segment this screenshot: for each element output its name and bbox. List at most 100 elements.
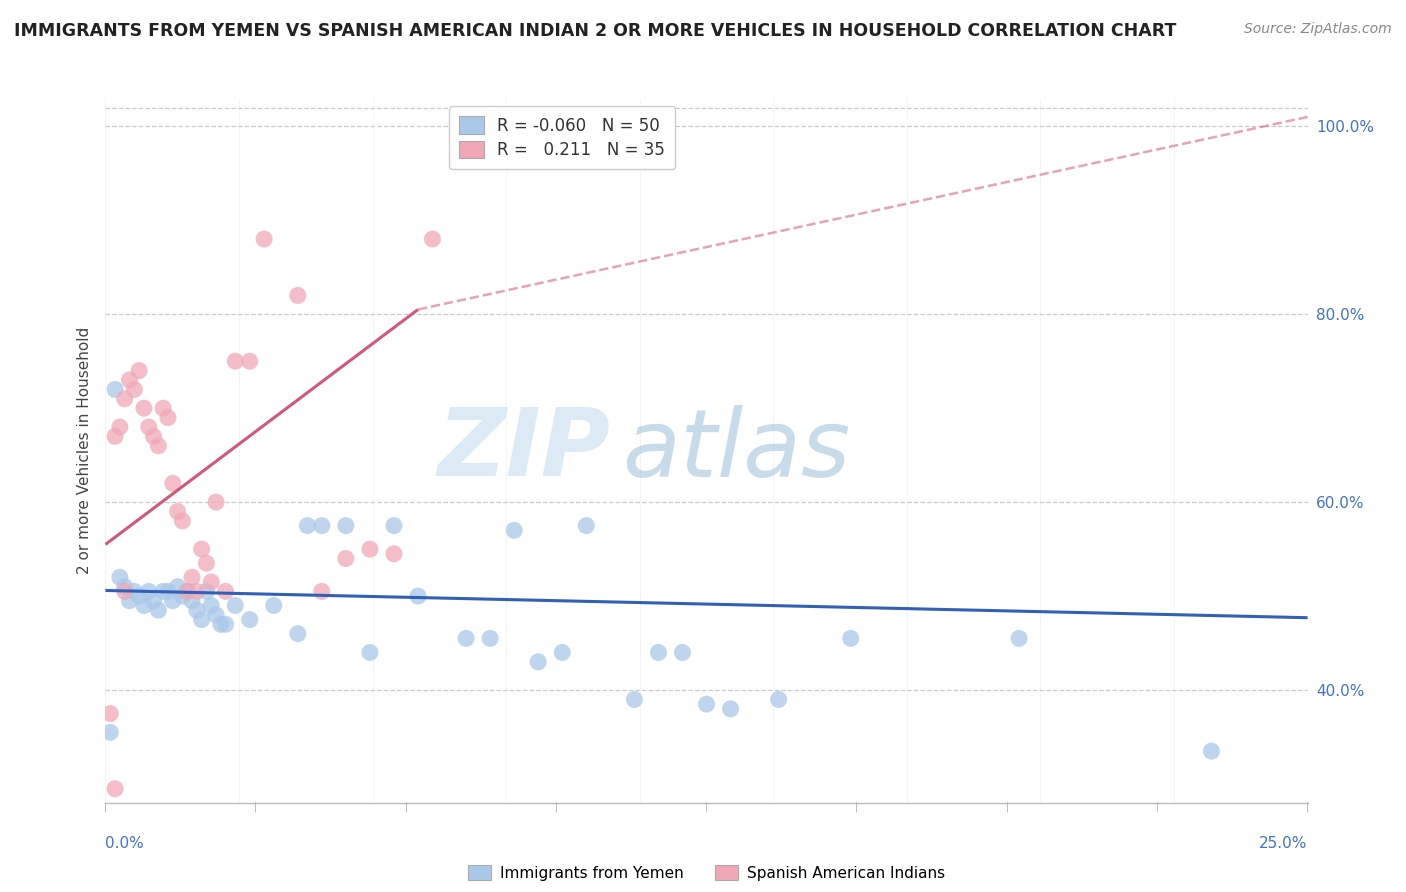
Point	[98, 725, 121, 739]
Text: |: |	[704, 801, 709, 812]
Text: |: |	[405, 801, 408, 812]
Point	[205, 495, 228, 509]
Point	[166, 580, 188, 594]
Point	[335, 518, 357, 533]
Point	[108, 570, 131, 584]
Text: |: |	[104, 801, 107, 812]
Point	[311, 518, 333, 533]
Point	[311, 584, 333, 599]
Point	[181, 570, 204, 584]
Text: ZIP: ZIP	[437, 404, 610, 497]
Point	[162, 594, 184, 608]
Point	[768, 692, 790, 706]
Point	[124, 584, 146, 599]
Text: 25.0%: 25.0%	[1260, 836, 1308, 851]
Point	[1201, 744, 1223, 758]
Point	[239, 613, 262, 627]
Text: |: |	[554, 801, 558, 812]
Legend: Immigrants from Yemen, Spanish American Indians: Immigrants from Yemen, Spanish American …	[463, 859, 950, 887]
Point	[172, 514, 194, 528]
Point	[263, 599, 285, 613]
Point	[132, 401, 155, 416]
Point	[148, 439, 170, 453]
Point	[214, 617, 236, 632]
Point	[214, 584, 236, 599]
Point	[152, 584, 174, 599]
Point	[172, 589, 194, 603]
Point	[104, 781, 127, 796]
Point	[181, 594, 204, 608]
Point	[287, 626, 309, 640]
Point	[359, 542, 381, 557]
Point	[205, 607, 228, 622]
Point	[176, 584, 198, 599]
Y-axis label: 2 or more Vehicles in Household: 2 or more Vehicles in Household	[76, 326, 91, 574]
Point	[575, 518, 598, 533]
Point	[114, 580, 136, 594]
Text: |: |	[1005, 801, 1008, 812]
Point	[98, 706, 121, 721]
Text: |: |	[1156, 801, 1159, 812]
Point	[527, 655, 550, 669]
Point	[156, 584, 179, 599]
Point	[118, 594, 141, 608]
Point	[647, 645, 669, 659]
Point	[253, 232, 276, 246]
Point	[503, 524, 526, 538]
Point	[209, 617, 232, 632]
Point	[108, 420, 131, 434]
Point	[422, 232, 444, 246]
Point	[297, 518, 319, 533]
Point	[114, 584, 136, 599]
Point	[142, 594, 165, 608]
Point	[128, 363, 150, 377]
Point	[190, 613, 212, 627]
Point	[138, 584, 160, 599]
Point	[118, 373, 141, 387]
Point	[224, 599, 246, 613]
Text: |: |	[254, 801, 257, 812]
Point	[200, 574, 222, 589]
Point	[696, 697, 718, 711]
Point	[239, 354, 262, 368]
Point	[148, 603, 170, 617]
Point	[195, 556, 218, 570]
Point	[142, 429, 165, 443]
Point	[335, 551, 357, 566]
Point	[382, 518, 405, 533]
Point	[124, 383, 146, 397]
Point	[132, 599, 155, 613]
Text: Source: ZipAtlas.com: Source: ZipAtlas.com	[1244, 22, 1392, 37]
Point	[200, 599, 222, 613]
Text: |: |	[855, 801, 859, 812]
Point	[162, 476, 184, 491]
Point	[176, 584, 198, 599]
Point	[156, 410, 179, 425]
Point	[359, 645, 381, 659]
Point	[287, 288, 309, 302]
Text: 0.0%: 0.0%	[105, 836, 145, 851]
Point	[623, 692, 645, 706]
Text: IMMIGRANTS FROM YEMEN VS SPANISH AMERICAN INDIAN 2 OR MORE VEHICLES IN HOUSEHOLD: IMMIGRANTS FROM YEMEN VS SPANISH AMERICA…	[14, 22, 1177, 40]
Point	[839, 632, 862, 646]
Point	[479, 632, 502, 646]
Point	[152, 401, 174, 416]
Point	[195, 584, 218, 599]
Point	[1008, 632, 1031, 646]
Point	[104, 383, 127, 397]
Point	[138, 420, 160, 434]
Point	[551, 645, 574, 659]
Point	[104, 429, 127, 443]
Point	[454, 632, 477, 646]
Point	[186, 584, 208, 599]
Text: |: |	[1306, 801, 1309, 812]
Point	[720, 702, 742, 716]
Point	[382, 547, 405, 561]
Point	[671, 645, 693, 659]
Text: atlas: atlas	[623, 405, 851, 496]
Point	[186, 603, 208, 617]
Point	[224, 354, 246, 368]
Point	[114, 392, 136, 406]
Point	[166, 504, 188, 518]
Point	[128, 589, 150, 603]
